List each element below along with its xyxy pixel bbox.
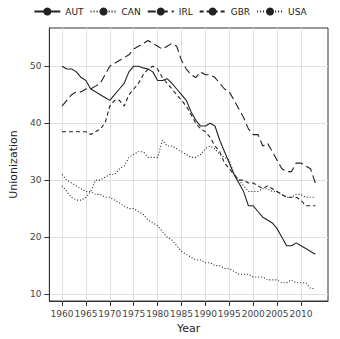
svg-text:GBR: GBR [231,7,250,17]
svg-text:10: 10 [30,289,42,299]
svg-text:1985: 1985 [170,309,193,319]
svg-text:50: 50 [30,61,42,71]
svg-text:1975: 1975 [122,309,145,319]
svg-text:1980: 1980 [146,309,169,319]
svg-text:2005: 2005 [266,309,289,319]
svg-text:AUT: AUT [65,7,84,17]
svg-text:1960: 1960 [51,309,74,319]
svg-text:1990: 1990 [194,309,217,319]
svg-text:CAN: CAN [122,7,141,17]
svg-text:2000: 2000 [242,309,265,319]
svg-text:30: 30 [30,175,42,185]
svg-text:1970: 1970 [98,309,121,319]
svg-text:1995: 1995 [218,309,241,319]
svg-text:IRL: IRL [179,7,193,17]
svg-text:2010: 2010 [290,309,313,319]
svg-text:1965: 1965 [74,309,97,319]
svg-text:40: 40 [30,118,42,128]
svg-text:20: 20 [30,232,42,242]
svg-text:USA: USA [288,7,307,17]
svg-text:Year: Year [176,322,201,335]
svg-text:Unionization: Unionization [7,130,20,198]
